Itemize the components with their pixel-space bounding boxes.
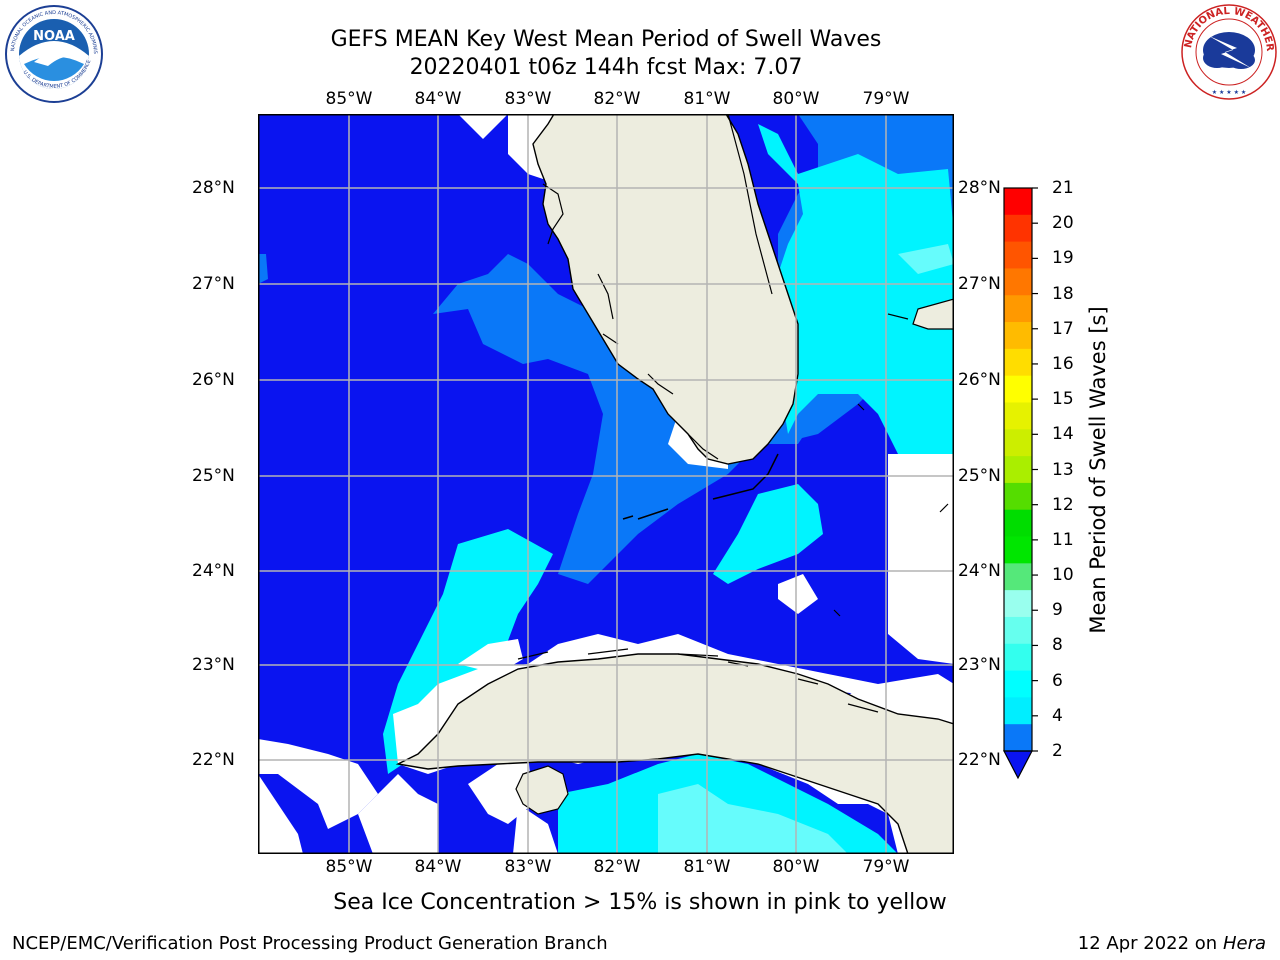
colorbar-cell	[1004, 509, 1032, 538]
colorbar-tick-label: 11	[1052, 529, 1074, 550]
colorbar-tick-label: 19	[1052, 248, 1074, 269]
lat-label-right: 22°N	[958, 750, 1001, 770]
lat-label-right: 28°N	[958, 178, 1001, 198]
colorbar-cell	[1004, 616, 1032, 645]
lon-label-bottom: 85°W	[325, 857, 373, 877]
lon-label-top: 84°W	[414, 89, 462, 109]
lon-label-bottom: 80°W	[772, 857, 820, 877]
lat-label-left: 23°N	[192, 655, 235, 675]
footer-org: NCEP/EMC/Verification Post Processing Pr…	[12, 933, 608, 954]
cuba-north-cays	[517, 648, 879, 713]
lat-label-left: 24°N	[192, 561, 235, 581]
lon-label-top: 83°W	[504, 89, 552, 109]
colorbar-cell	[1004, 268, 1032, 296]
colorbar-tick-label: 16	[1052, 353, 1074, 374]
lon-label-bottom: 83°W	[504, 857, 552, 877]
lon-label-top: 80°W	[772, 89, 820, 109]
florida-east-coast-detail	[727, 114, 773, 295]
lon-label-top: 81°W	[683, 89, 731, 109]
colorbar-cell	[1004, 563, 1032, 591]
colorbar-cell	[1004, 590, 1032, 618]
lat-label-right: 27°N	[958, 274, 1001, 294]
colorbar-tick-label: 18	[1052, 283, 1074, 304]
bahamas-fragments	[833, 313, 949, 617]
colorbar-tick-label: 13	[1052, 459, 1074, 480]
colorbar-tick-label: 2	[1052, 741, 1063, 761]
colorbar-tick-label: 17	[1052, 318, 1074, 339]
colorbar-cells	[1004, 188, 1032, 752]
lat-label-right: 26°N	[958, 370, 1001, 390]
lat-label-left: 28°N	[192, 178, 235, 198]
colorbar-cell	[1004, 188, 1032, 216]
colorbar-tick-label: 9	[1052, 600, 1063, 621]
swell-6-8s-regions	[658, 244, 954, 854]
colorbar-cell	[1004, 241, 1032, 269]
colorbar-tick-label: 4	[1052, 705, 1063, 726]
colorbar-cell	[1004, 375, 1032, 403]
colorbar-tick-label: 10	[1052, 565, 1074, 586]
colorbar-cell	[1004, 643, 1032, 672]
noaa-logo: NOAA NATIONAL OCEANIC AND ATMOSPHERIC AD…	[4, 4, 103, 103]
footer-date: 12 Apr 2022 on Hera	[1077, 933, 1266, 954]
lat-label-right: 24°N	[958, 561, 1001, 581]
lat-label-right: 23°N	[958, 655, 1001, 675]
colorbar	[1003, 187, 1038, 780]
colorbar-cell	[1004, 670, 1032, 698]
lon-label-bottom: 81°W	[683, 857, 731, 877]
nws-logo: NATIONAL WEATHER SERVICE ★ ★ ★ ★ ★	[1178, 2, 1277, 100]
lon-label-bottom: 82°W	[593, 857, 641, 877]
chart-title: GEFS MEAN Key West Mean Period of Swell …	[330, 27, 882, 52]
lon-label-bottom: 84°W	[414, 857, 462, 877]
noaa-logo-text: NOAA	[33, 29, 75, 44]
lat-label-left: 27°N	[192, 274, 235, 294]
colorbar-cell	[1004, 456, 1032, 484]
colorbar-cell	[1004, 724, 1032, 752]
map-frame	[258, 114, 954, 854]
colorbar-cell	[1004, 402, 1032, 430]
lat-label-left: 26°N	[192, 370, 235, 390]
colorbar-extend-arrow	[1003, 750, 1033, 780]
swell-period-map	[258, 114, 954, 854]
colorbar-cell	[1004, 322, 1032, 350]
colorbar-tick-label: 12	[1052, 494, 1074, 515]
svg-text:★ ★ ★ ★ ★: ★ ★ ★ ★ ★	[1212, 89, 1247, 96]
colorbar-cell	[1004, 482, 1032, 511]
isla-de-la-juventud	[515, 765, 569, 815]
lon-label-top: 79°W	[862, 89, 910, 109]
colorbar-title: Mean Period of Swell Waves [s]	[1086, 306, 1110, 634]
lat-label-left: 22°N	[192, 750, 235, 770]
colorbar-cell	[1004, 295, 1032, 323]
sea-ice-note: Sea Ice Concentration > 15% is shown in …	[333, 890, 947, 915]
florida-coast-detail	[542, 183, 719, 460]
lat-label-right: 25°N	[958, 466, 1001, 486]
colorbar-tick-label: 15	[1052, 389, 1074, 410]
lon-label-top: 82°W	[593, 89, 641, 109]
colorbar-tick-label: 21	[1052, 178, 1074, 198]
florida-landmass	[532, 114, 799, 465]
colorbar-cell	[1004, 536, 1032, 564]
colorbar-cell	[1004, 429, 1032, 457]
graticule	[258, 114, 954, 854]
lon-label-bottom: 79°W	[862, 857, 910, 877]
cuba-landmass	[395, 653, 954, 854]
colorbar-cell	[1004, 348, 1032, 377]
chart-subtitle: 20220401 t06z 144h fcst Max: 7.07	[409, 55, 803, 80]
bahamas-island	[912, 298, 954, 330]
colorbar-tick-label: 20	[1052, 213, 1074, 234]
lat-label-left: 25°N	[192, 466, 235, 486]
footer-host: Hera	[1222, 933, 1266, 954]
lon-label-top: 85°W	[325, 89, 373, 109]
colorbar-tick-label: 6	[1052, 670, 1063, 691]
colorbar-cell	[1004, 214, 1032, 243]
florida-keys	[622, 453, 779, 520]
colorbar-cell	[1004, 697, 1032, 725]
colorbar-tick-label: 14	[1052, 424, 1074, 445]
colorbar-tick-label: 8	[1052, 635, 1063, 656]
